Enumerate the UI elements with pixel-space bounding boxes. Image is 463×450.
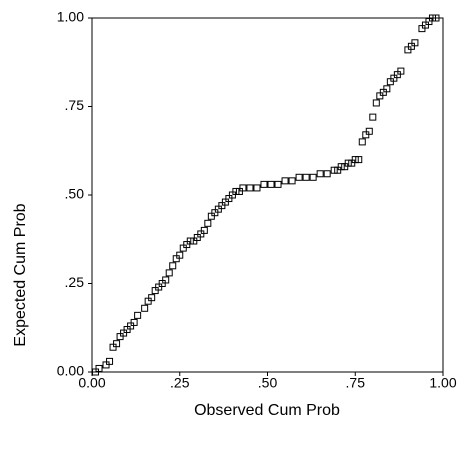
point: [358, 138, 366, 146]
point: [186, 237, 194, 245]
point: [267, 180, 275, 188]
point: [190, 237, 198, 245]
point: [390, 74, 398, 82]
x-tick-label: .75: [346, 375, 366, 391]
point: [372, 99, 380, 107]
point: [221, 198, 229, 206]
point: [355, 156, 363, 164]
point: [386, 78, 394, 86]
point: [207, 212, 215, 220]
point: [376, 92, 384, 100]
point: [179, 244, 187, 252]
point: [218, 202, 226, 210]
point: [134, 311, 142, 319]
point: [351, 156, 359, 164]
point: [365, 127, 373, 135]
point: [113, 340, 121, 348]
point: [344, 159, 352, 167]
point: [421, 21, 429, 29]
point: [407, 42, 415, 50]
point: [316, 170, 324, 178]
point: [246, 184, 254, 192]
x-tick-label: .25: [170, 375, 190, 391]
point: [193, 233, 201, 241]
point: [148, 294, 156, 302]
point: [183, 241, 191, 249]
point: [281, 177, 289, 185]
point: [92, 368, 100, 376]
point: [225, 195, 233, 203]
point: [432, 14, 440, 22]
y-axis-label: Expected Cum Prob: [12, 203, 29, 346]
point: [288, 177, 296, 185]
point: [379, 88, 387, 96]
point: [169, 262, 177, 270]
plot-frame: [91, 17, 444, 373]
point: [348, 159, 356, 167]
point: [141, 304, 149, 312]
point: [337, 163, 345, 171]
y-tick-label: .75: [65, 97, 85, 113]
x-axis-label: Observed Cum Prob: [194, 402, 340, 419]
point: [200, 226, 208, 234]
point: [172, 255, 180, 263]
point: [95, 364, 103, 372]
point: [151, 287, 159, 295]
point: [211, 209, 219, 217]
point: [309, 173, 317, 181]
point: [123, 326, 131, 334]
point: [295, 173, 303, 181]
point: [418, 25, 426, 33]
y-tick-label: 0.00: [57, 363, 84, 379]
point: [330, 166, 338, 174]
x-tick-label: 0.00: [78, 375, 105, 391]
point: [235, 187, 243, 195]
point: [253, 184, 261, 192]
point: [214, 205, 222, 213]
x-tick-label: 1.00: [429, 375, 456, 391]
point: [239, 184, 247, 192]
point: [109, 343, 117, 351]
point: [302, 173, 310, 181]
point: [411, 39, 419, 47]
point: [228, 191, 236, 199]
y-tick-label: .50: [65, 186, 85, 202]
y-tick-label: 1.00: [57, 9, 84, 25]
point: [155, 283, 163, 291]
point: [404, 46, 412, 54]
point: [120, 329, 128, 337]
point: [274, 180, 282, 188]
point: [393, 71, 401, 79]
point: [369, 113, 377, 121]
point: [428, 14, 436, 22]
x-tick-label: .50: [258, 375, 278, 391]
point: [176, 251, 184, 259]
point: [260, 180, 268, 188]
point: [425, 18, 433, 26]
y-tick-label: .25: [65, 274, 85, 290]
point: [158, 280, 166, 287]
point: [162, 276, 170, 284]
point: [204, 219, 212, 227]
point: [383, 85, 391, 93]
point: [106, 357, 114, 365]
point: [232, 187, 240, 195]
point: [116, 333, 124, 341]
point: [165, 269, 173, 277]
point: [130, 318, 138, 326]
point: [334, 166, 342, 174]
point: [341, 163, 349, 171]
point: [397, 67, 405, 75]
point: [197, 230, 205, 238]
point: [362, 131, 370, 139]
point: [323, 170, 331, 178]
point: [102, 361, 110, 369]
point: [127, 322, 135, 330]
point: [144, 297, 152, 305]
